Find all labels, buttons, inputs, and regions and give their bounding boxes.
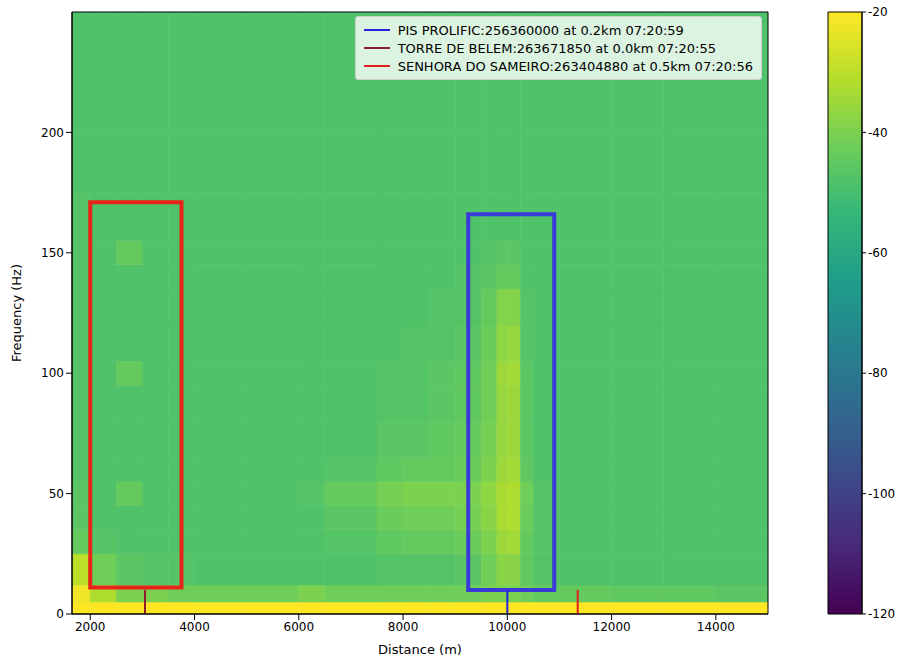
svg-text:Frequency (Hz): Frequency (Hz): [9, 264, 24, 362]
svg-text:-80: -80: [868, 366, 888, 380]
svg-text:50: 50: [49, 487, 64, 501]
svg-text:10000: 10000: [488, 620, 526, 634]
html-text:TORRE DE BELEM:263671850 at 0.: TORRE DE BELEM:263671850 at 0.0km 07:20:…: [397, 40, 716, 56]
svg-text:6000: 6000: [284, 620, 315, 634]
svg-text:-40: -40: [868, 126, 888, 140]
svg-text:8000: 8000: [388, 620, 419, 634]
html-text:SENHORA DO SAMEIRO:263404880 a: SENHORA DO SAMEIRO:263404880 at 0.5km 07…: [397, 58, 753, 74]
svg-text:0: 0: [56, 607, 64, 621]
svg-text:-100: -100: [868, 487, 895, 501]
svg-text:-20: -20: [868, 5, 888, 19]
svg-text:200: 200: [41, 126, 64, 140]
svg-text:Distance (m): Distance (m): [378, 642, 462, 657]
svg-text:12000: 12000: [593, 620, 631, 634]
html-text:PIS PROLIFIC:256360000 at 0.2k: PIS PROLIFIC:256360000 at 0.2km 07:20:59: [397, 22, 684, 38]
svg-text:4000: 4000: [179, 620, 210, 634]
svg-text:14000: 14000: [697, 620, 735, 634]
svg-text:100: 100: [41, 366, 64, 380]
svg-text:-60: -60: [868, 246, 888, 260]
svg-text:150: 150: [41, 246, 64, 260]
svg-text:-120: -120: [868, 607, 895, 621]
svg-text:2000: 2000: [75, 620, 106, 634]
